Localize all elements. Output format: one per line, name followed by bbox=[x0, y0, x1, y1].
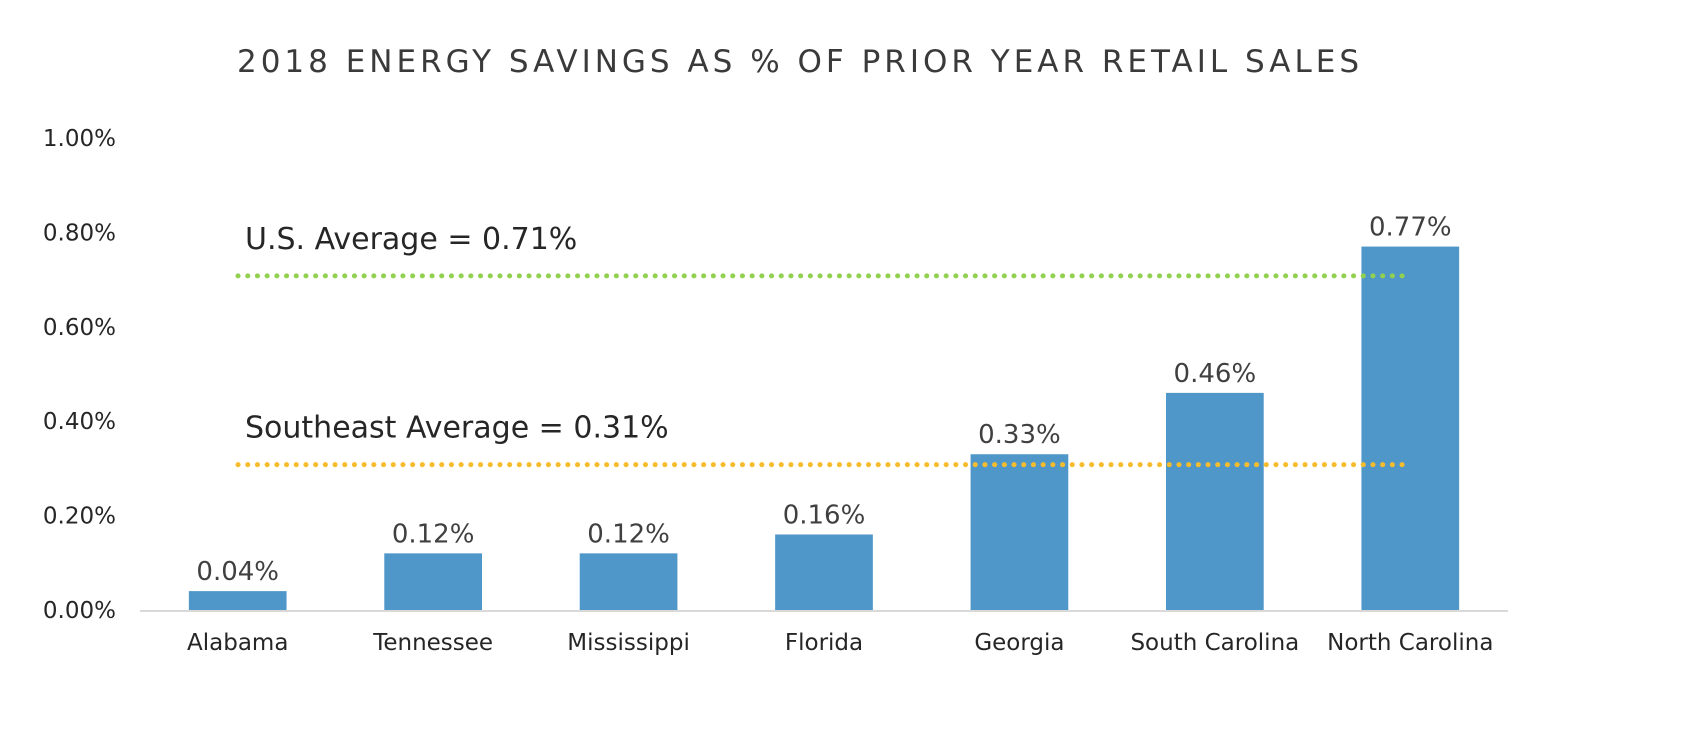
x-tick-label: Tennessee bbox=[372, 630, 493, 656]
y-tick-label: 0.00% bbox=[43, 598, 116, 624]
x-tick-label: North Carolina bbox=[1327, 630, 1493, 656]
reference-lines: U.S. Average = 0.71% Southeast Average = … bbox=[235, 222, 1411, 468]
data-label: 0.12% bbox=[392, 519, 475, 549]
x-tick-label: Alabama bbox=[187, 630, 288, 656]
y-tick-label: 0.80% bbox=[43, 220, 116, 246]
x-tick-label: Mississippi bbox=[567, 630, 690, 656]
bar bbox=[775, 534, 873, 610]
chart-title: 2018 ENERGY SAVINGS AS % OF PRIOR YEAR R… bbox=[237, 44, 1363, 80]
bar bbox=[384, 553, 482, 610]
x-tick-label: Georgia bbox=[974, 630, 1064, 656]
x-tick-label: South Carolina bbox=[1130, 630, 1299, 656]
y-tick-label: 0.40% bbox=[43, 409, 116, 435]
y-tick-label: 1.00% bbox=[43, 126, 116, 152]
x-axis: Alabama Tennessee Mississippi Florida Georgi… bbox=[187, 630, 1493, 656]
bar bbox=[970, 454, 1069, 610]
bars: 0.04% 0.12% 0.12% 0.16% 0.33% 0.46% 0.77% bbox=[188, 213, 1460, 610]
us-average-label: U.S. Average = 0.71% bbox=[245, 222, 577, 257]
data-label: 0.77% bbox=[1369, 213, 1452, 243]
y-tick-label: 0.20% bbox=[43, 504, 116, 530]
x-tick-label: Florida bbox=[785, 630, 863, 656]
y-tick-label: 0.60% bbox=[43, 315, 116, 341]
data-label: 0.12% bbox=[587, 519, 670, 549]
bar bbox=[1166, 392, 1264, 610]
y-axis: 0.00% 0.20% 0.40% 0.60% 0.80% 1.00% bbox=[43, 126, 116, 624]
bar bbox=[579, 553, 678, 610]
data-label: 0.04% bbox=[196, 557, 279, 587]
data-label: 0.46% bbox=[1174, 359, 1257, 389]
data-label: 0.33% bbox=[978, 420, 1061, 450]
bar bbox=[1361, 246, 1460, 610]
southeast-average-label: Southeast Average = 0.31% bbox=[245, 411, 669, 446]
bar bbox=[188, 591, 287, 610]
data-label: 0.16% bbox=[783, 500, 866, 530]
